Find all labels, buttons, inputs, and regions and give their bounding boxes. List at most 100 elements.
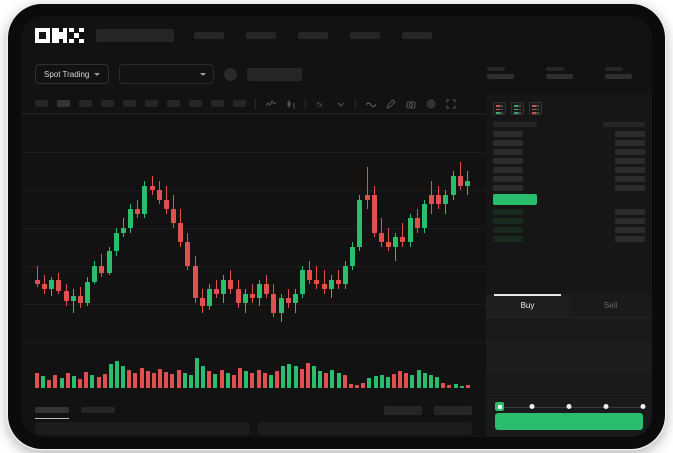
- order-amount-field[interactable]: [486, 344, 652, 370]
- order-price: [493, 140, 523, 146]
- chevron-down-icon[interactable]: [335, 98, 346, 109]
- volume-bar: [373, 376, 378, 388]
- volume-bar: [231, 374, 236, 388]
- order-book-bid-row[interactable]: [493, 236, 645, 242]
- orderbook-mode-bids-icon[interactable]: [511, 102, 524, 115]
- timeframe-button[interactable]: [233, 100, 246, 107]
- order-book-bid-row[interactable]: [493, 227, 645, 233]
- volume-bar: [102, 374, 107, 388]
- timeframe-button[interactable]: [145, 100, 158, 107]
- volume-bar: [96, 377, 101, 388]
- pair-select-dropdown[interactable]: [119, 64, 215, 84]
- order-book-bid-row[interactable]: [493, 209, 645, 215]
- volume-bar: [35, 373, 39, 388]
- orderbook-mode-both-icon[interactable]: [493, 102, 506, 115]
- timeframe-button[interactable]: [211, 100, 224, 107]
- order-book-ask-row[interactable]: [493, 176, 645, 182]
- bottom-panel-orders[interactable]: [35, 422, 250, 435]
- order-book-ask-row[interactable]: [493, 158, 645, 164]
- nav-item-4[interactable]: [350, 31, 380, 39]
- volume-bar: [121, 365, 126, 388]
- settings-icon[interactable]: [425, 98, 436, 109]
- wave-icon[interactable]: [365, 98, 376, 109]
- order-book-ask-row[interactable]: [493, 131, 645, 137]
- timeframe-button[interactable]: [79, 100, 92, 107]
- trading-mode-dropdown[interactable]: Spot Trading: [35, 64, 110, 84]
- buy-sell-tabs: Buy Sell: [486, 294, 652, 318]
- volume-bar: [305, 362, 310, 388]
- bottom-panel-positions[interactable]: [257, 422, 472, 435]
- volume-bar: [225, 372, 230, 388]
- orderbook-mode-asks-icon[interactable]: [529, 102, 542, 115]
- okx-logo[interactable]: [35, 27, 84, 43]
- volume-bar: [465, 384, 470, 388]
- volume-bar: [158, 368, 163, 388]
- timeframe-button[interactable]: [101, 100, 114, 107]
- slider-stop-25[interactable]: [529, 403, 535, 409]
- line-chart-icon[interactable]: [265, 98, 276, 109]
- market-stat: [605, 66, 632, 82]
- slider-stop-50[interactable]: [566, 403, 572, 409]
- volume-series: [21, 344, 486, 396]
- chart-tab-secondary[interactable]: [81, 407, 115, 413]
- indicators-icon[interactable]: fx: [315, 98, 326, 109]
- order-price-field[interactable]: [486, 318, 652, 344]
- order-total-field[interactable]: [486, 370, 652, 396]
- volume-bar: [275, 371, 280, 388]
- submit-buy-button[interactable]: [495, 413, 643, 430]
- camera-icon[interactable]: [405, 98, 416, 109]
- pencil-icon[interactable]: [385, 98, 396, 109]
- order-book-ask-row[interactable]: [493, 185, 645, 191]
- volume-bar: [441, 383, 446, 388]
- market-stat-label: [546, 66, 564, 71]
- slider-stop-100[interactable]: [640, 403, 646, 409]
- volume-bar: [145, 371, 150, 388]
- nav-item-5[interactable]: [402, 31, 432, 39]
- nav-item-3[interactable]: [298, 31, 328, 39]
- timeframe-button[interactable]: [123, 100, 136, 107]
- market-stat: [546, 66, 573, 82]
- chart-footer-tabs: [21, 398, 486, 422]
- volume-bar: [453, 384, 458, 388]
- timeframe-button-active[interactable]: [57, 100, 70, 107]
- slider-handle[interactable]: [495, 402, 504, 411]
- order-book-ask-row[interactable]: [493, 140, 645, 146]
- timeframe-button[interactable]: [167, 100, 180, 107]
- volume-bar: [195, 358, 200, 388]
- global-search-input[interactable]: [96, 28, 174, 42]
- volume-bar: [336, 372, 341, 388]
- toolbar-divider: [355, 98, 356, 109]
- pair-name-label: [247, 67, 303, 81]
- candlestick-icon[interactable]: [285, 98, 296, 109]
- volume-bar: [299, 368, 304, 388]
- column-header-price: [493, 122, 537, 127]
- timeframe-button[interactable]: [35, 100, 48, 107]
- tab-buy[interactable]: Buy: [486, 294, 569, 317]
- order-book-last-price[interactable]: [493, 194, 645, 205]
- volume-bar: [176, 369, 181, 388]
- chart-action-1[interactable]: [384, 405, 422, 415]
- order-book-rows: [493, 131, 645, 242]
- order-amount: [615, 194, 645, 200]
- order-book-ask-row[interactable]: [493, 149, 645, 155]
- volume-bar: [330, 369, 335, 388]
- tab-sell[interactable]: Sell: [569, 294, 652, 317]
- volume-bar: [256, 370, 261, 388]
- fullscreen-icon[interactable]: [445, 98, 456, 109]
- slider-stop-75[interactable]: [603, 403, 609, 409]
- nav-item-1[interactable]: [194, 31, 224, 39]
- volume-bar: [41, 376, 46, 388]
- amount-percent-slider[interactable]: [495, 398, 646, 418]
- volume-bar: [398, 371, 403, 388]
- timeframe-button[interactable]: [189, 100, 202, 107]
- volume-bar: [71, 376, 76, 388]
- volume-bar: [342, 374, 347, 388]
- nav-item-2[interactable]: [246, 31, 276, 39]
- price-chart[interactable]: [21, 114, 486, 344]
- volume-bar: [416, 370, 421, 388]
- chart-action-2[interactable]: [434, 405, 472, 415]
- order-book-bid-row[interactable]: [493, 218, 645, 224]
- order-book-ask-row[interactable]: [493, 167, 645, 173]
- market-stat-value: [605, 73, 632, 79]
- chart-tab-active[interactable]: [35, 407, 69, 419]
